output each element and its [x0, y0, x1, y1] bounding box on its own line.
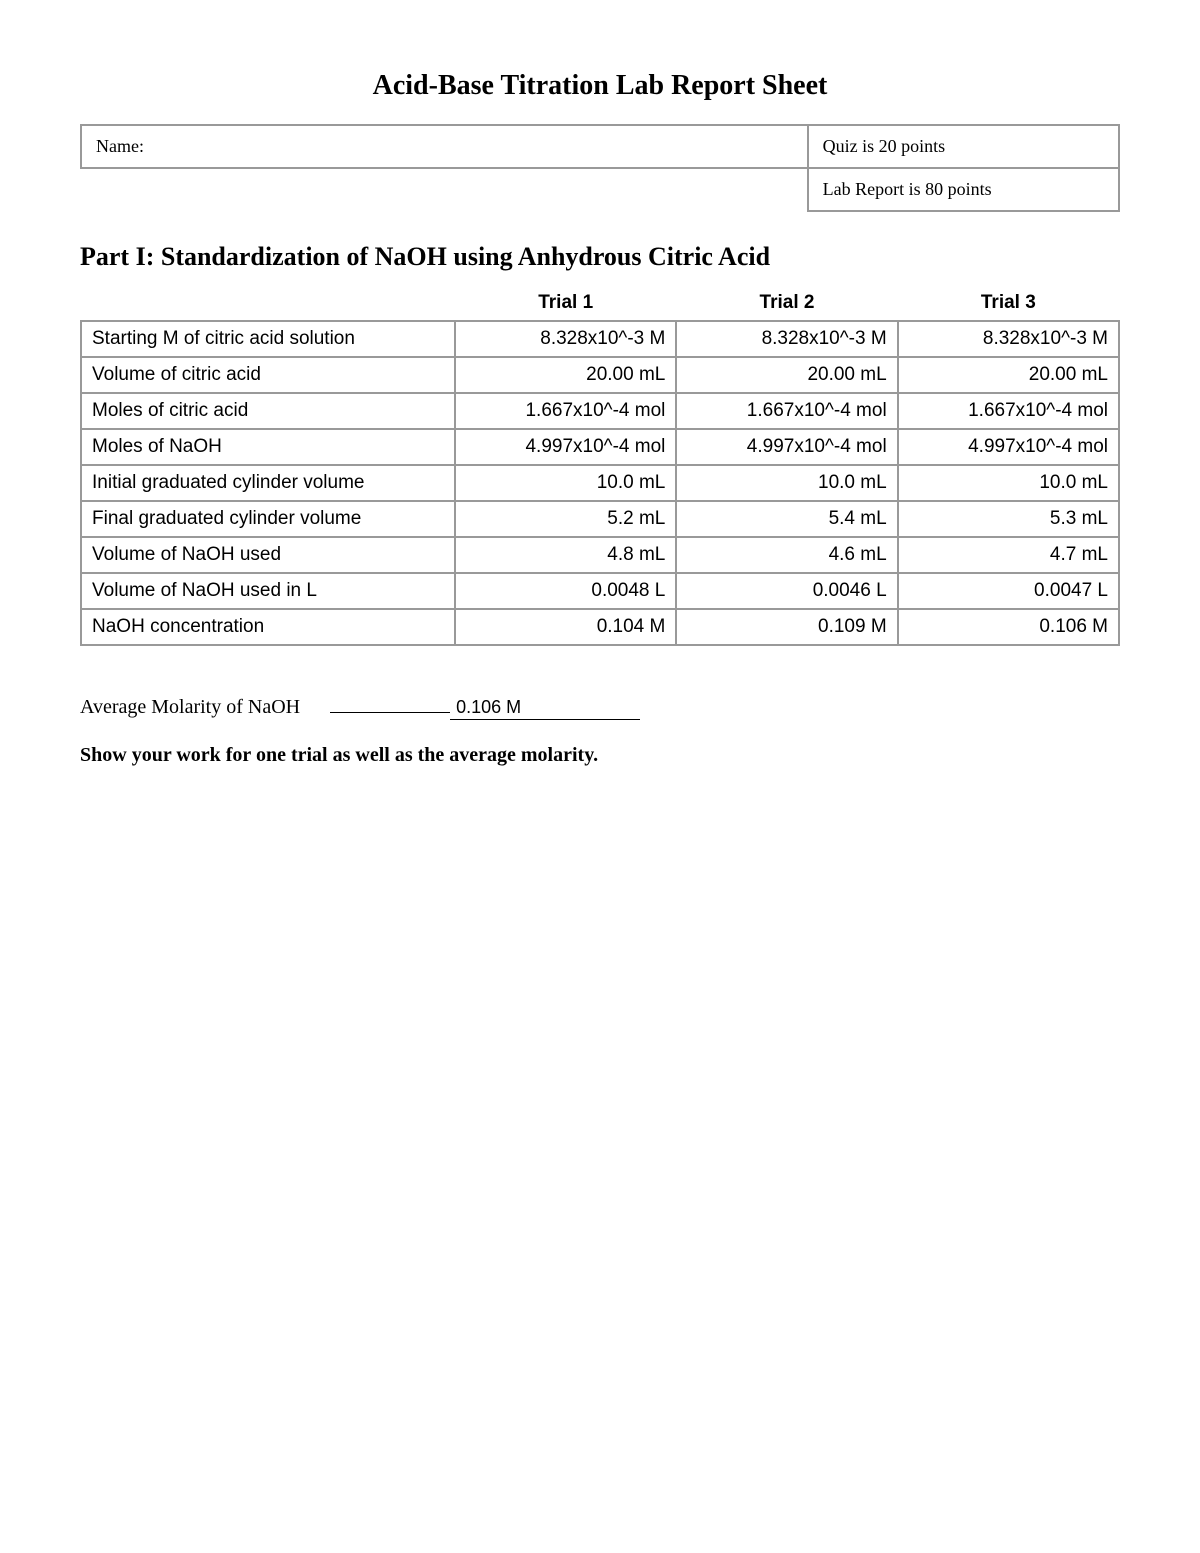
table-row: Final graduated cylinder volume5.2 mL5.4… — [81, 501, 1119, 537]
row-label: Final graduated cylinder volume — [81, 501, 455, 537]
row-value-trial3: 8.328x10^-3 M — [898, 321, 1119, 357]
average-molarity-line: Average Molarity of NaOH 0.106 M — [80, 696, 1120, 720]
row-value-trial2: 0.109 M — [676, 609, 897, 645]
col-header-trial2: Trial 2 — [676, 286, 897, 321]
average-blank-left — [330, 711, 450, 713]
row-value-trial1: 0.0048 L — [455, 573, 676, 609]
row-value-trial3: 20.00 mL — [898, 357, 1119, 393]
header-row-2: Lab Report is 80 points — [81, 168, 1119, 211]
part1-data-table: Trial 1 Trial 2 Trial 3 Starting M of ci… — [80, 286, 1120, 646]
row-label: Initial graduated cylinder volume — [81, 465, 455, 501]
row-value-trial3: 0.0047 L — [898, 573, 1119, 609]
quiz-points-cell: Quiz is 20 points — [808, 125, 1119, 168]
part1-heading: Part I: Standardization of NaOH using An… — [80, 242, 1120, 272]
header-info-table: Name: Quiz is 20 points Lab Report is 80… — [80, 124, 1120, 212]
row-label: Starting M of citric acid solution — [81, 321, 455, 357]
table-row: Volume of NaOH used in L0.0048 L0.0046 L… — [81, 573, 1119, 609]
table-row: Moles of NaOH4.997x10^-4 mol4.997x10^-4 … — [81, 429, 1119, 465]
row-value-trial1: 20.00 mL — [455, 357, 676, 393]
average-label: Average Molarity of NaOH — [80, 696, 300, 718]
row-value-trial3: 0.106 M — [898, 609, 1119, 645]
row-label: Moles of citric acid — [81, 393, 455, 429]
row-value-trial1: 4.8 mL — [455, 537, 676, 573]
table-row: NaOH concentration0.104 M0.109 M0.106 M — [81, 609, 1119, 645]
row-value-trial2: 20.00 mL — [676, 357, 897, 393]
table-row: Volume of NaOH used4.8 mL4.6 mL4.7 mL — [81, 537, 1119, 573]
row-value-trial2: 4.997x10^-4 mol — [676, 429, 897, 465]
row-value-trial1: 0.104 M — [455, 609, 676, 645]
row-value-trial2: 10.0 mL — [676, 465, 897, 501]
show-work-instruction: Show your work for one trial as well as … — [80, 744, 1120, 767]
table-header-row: Trial 1 Trial 2 Trial 3 — [81, 286, 1119, 321]
col-header-trial3: Trial 3 — [898, 286, 1119, 321]
row-value-trial1: 5.2 mL — [455, 501, 676, 537]
row-value-trial3: 4.997x10^-4 mol — [898, 429, 1119, 465]
part1-table-body: Starting M of citric acid solution8.328x… — [81, 321, 1119, 645]
row-label: Moles of NaOH — [81, 429, 455, 465]
row-value-trial3: 1.667x10^-4 mol — [898, 393, 1119, 429]
col-header-blank — [81, 286, 455, 321]
table-row: Starting M of citric acid solution8.328x… — [81, 321, 1119, 357]
average-value: 0.106 M — [450, 697, 640, 720]
row-value-trial2: 8.328x10^-3 M — [676, 321, 897, 357]
header-empty-cell — [81, 168, 808, 211]
row-value-trial1: 8.328x10^-3 M — [455, 321, 676, 357]
row-label: Volume of NaOH used in L — [81, 573, 455, 609]
row-label: Volume of citric acid — [81, 357, 455, 393]
row-value-trial3: 10.0 mL — [898, 465, 1119, 501]
row-label: Volume of NaOH used — [81, 537, 455, 573]
row-label: NaOH concentration — [81, 609, 455, 645]
row-value-trial1: 4.997x10^-4 mol — [455, 429, 676, 465]
row-value-trial2: 1.667x10^-4 mol — [676, 393, 897, 429]
row-value-trial2: 5.4 mL — [676, 501, 897, 537]
row-value-trial3: 4.7 mL — [898, 537, 1119, 573]
table-row: Volume of citric acid20.00 mL20.00 mL20.… — [81, 357, 1119, 393]
header-row-1: Name: Quiz is 20 points — [81, 125, 1119, 168]
table-row: Moles of citric acid1.667x10^-4 mol1.667… — [81, 393, 1119, 429]
name-field-cell: Name: — [81, 125, 808, 168]
row-value-trial1: 1.667x10^-4 mol — [455, 393, 676, 429]
row-value-trial2: 4.6 mL — [676, 537, 897, 573]
table-row: Initial graduated cylinder volume10.0 mL… — [81, 465, 1119, 501]
report-points-cell: Lab Report is 80 points — [808, 168, 1119, 211]
row-value-trial3: 5.3 mL — [898, 501, 1119, 537]
col-header-trial1: Trial 1 — [455, 286, 676, 321]
row-value-trial1: 10.0 mL — [455, 465, 676, 501]
row-value-trial2: 0.0046 L — [676, 573, 897, 609]
page-title: Acid-Base Titration Lab Report Sheet — [80, 70, 1120, 102]
